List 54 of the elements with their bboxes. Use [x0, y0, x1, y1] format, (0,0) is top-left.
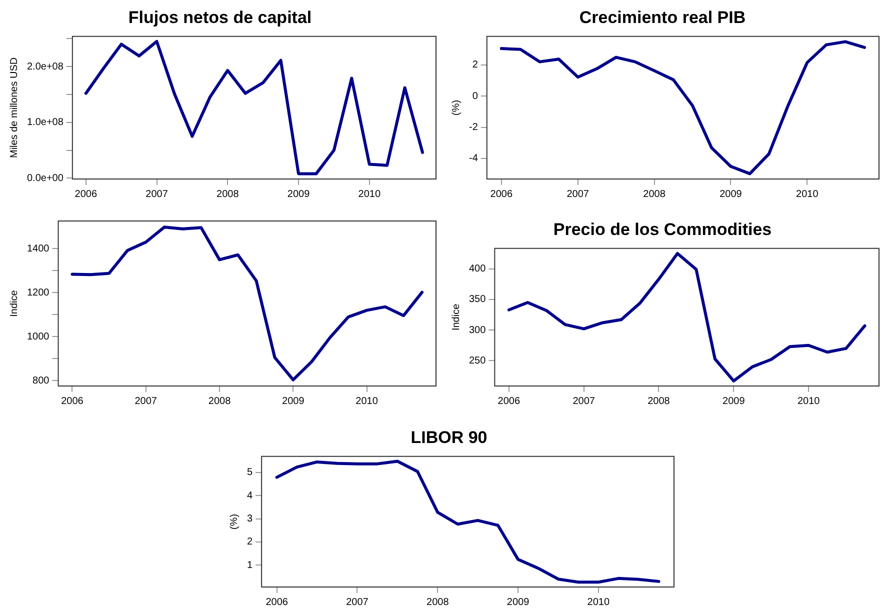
y-tick-label: 2 [247, 536, 253, 548]
y-tick-label: 400 [468, 264, 486, 275]
x-tick-label: 2008 [208, 396, 232, 407]
y-axis-title: (%) [450, 100, 462, 116]
y-tick-label: -4 [468, 153, 478, 164]
chart-title: Precio de los Commodities [553, 220, 772, 239]
x-tick-label: 2008 [648, 396, 670, 407]
x-tick-label: 2010 [796, 188, 819, 200]
y-tick-label: 2 [472, 60, 478, 71]
x-tick-label: 2010 [356, 396, 378, 407]
x-tick-label: 2008 [426, 596, 450, 608]
x-tick-label: 2009 [287, 188, 310, 200]
y-tick-label: 1400 [26, 243, 50, 254]
y-axis-title: Miles de millones USD [8, 57, 20, 158]
x-tick-label: 2009 [506, 596, 530, 608]
y-tick-label: 250 [468, 355, 486, 366]
y-tick-label: 1000 [26, 331, 50, 342]
y-tick-label: 300 [468, 324, 486, 336]
x-tick-label: 2007 [146, 188, 168, 200]
x-tick-label: 2007 [572, 396, 596, 407]
y-tick-label: 1200 [26, 287, 50, 298]
x-tick-label: 2010 [797, 396, 820, 407]
y-tick-label: 1.0e+08 [26, 117, 64, 128]
x-tick-label: 2007 [566, 188, 590, 200]
y-tick-label: 1 [247, 560, 253, 571]
y-tick-label: 2.0e+08 [26, 61, 64, 72]
x-tick-label: 2009 [282, 396, 305, 407]
chart-title: Crecimiento real PIB [579, 8, 746, 27]
y-axis-title: Indice [8, 290, 20, 317]
x-tick-label: 2008 [643, 188, 666, 200]
chart-title: Flujos netos de capital [128, 8, 312, 27]
y-tick-label: 0 [472, 90, 478, 102]
x-tick-label: 2006 [498, 396, 520, 407]
x-tick-label: 2010 [358, 188, 381, 200]
y-axis-title: Indice [450, 303, 462, 331]
y-tick-label: 0.0e+00 [26, 172, 64, 184]
y-tick-label: 350 [468, 294, 486, 306]
x-tick-label: 2007 [346, 596, 369, 608]
x-tick-label: 2009 [722, 396, 746, 407]
y-tick-label: 3 [247, 514, 253, 525]
y-tick-label: -2 [468, 122, 478, 134]
y-tick-label: 5 [247, 467, 253, 478]
x-tick-label: 2006 [74, 188, 98, 200]
x-tick-label: 2008 [216, 188, 240, 200]
x-tick-label: 2006 [266, 596, 288, 608]
y-tick-label: 4 [247, 490, 253, 502]
x-tick-label: 2006 [61, 396, 84, 407]
x-tick-label: 2007 [134, 396, 158, 407]
y-tick-label: 800 [32, 375, 50, 386]
x-tick-label: 2006 [490, 188, 513, 200]
y-axis-title: (%) [228, 514, 240, 530]
chart-title: LIBOR 90 [410, 428, 488, 447]
x-tick-label: 2010 [587, 596, 610, 608]
x-tick-label: 2009 [720, 188, 742, 200]
